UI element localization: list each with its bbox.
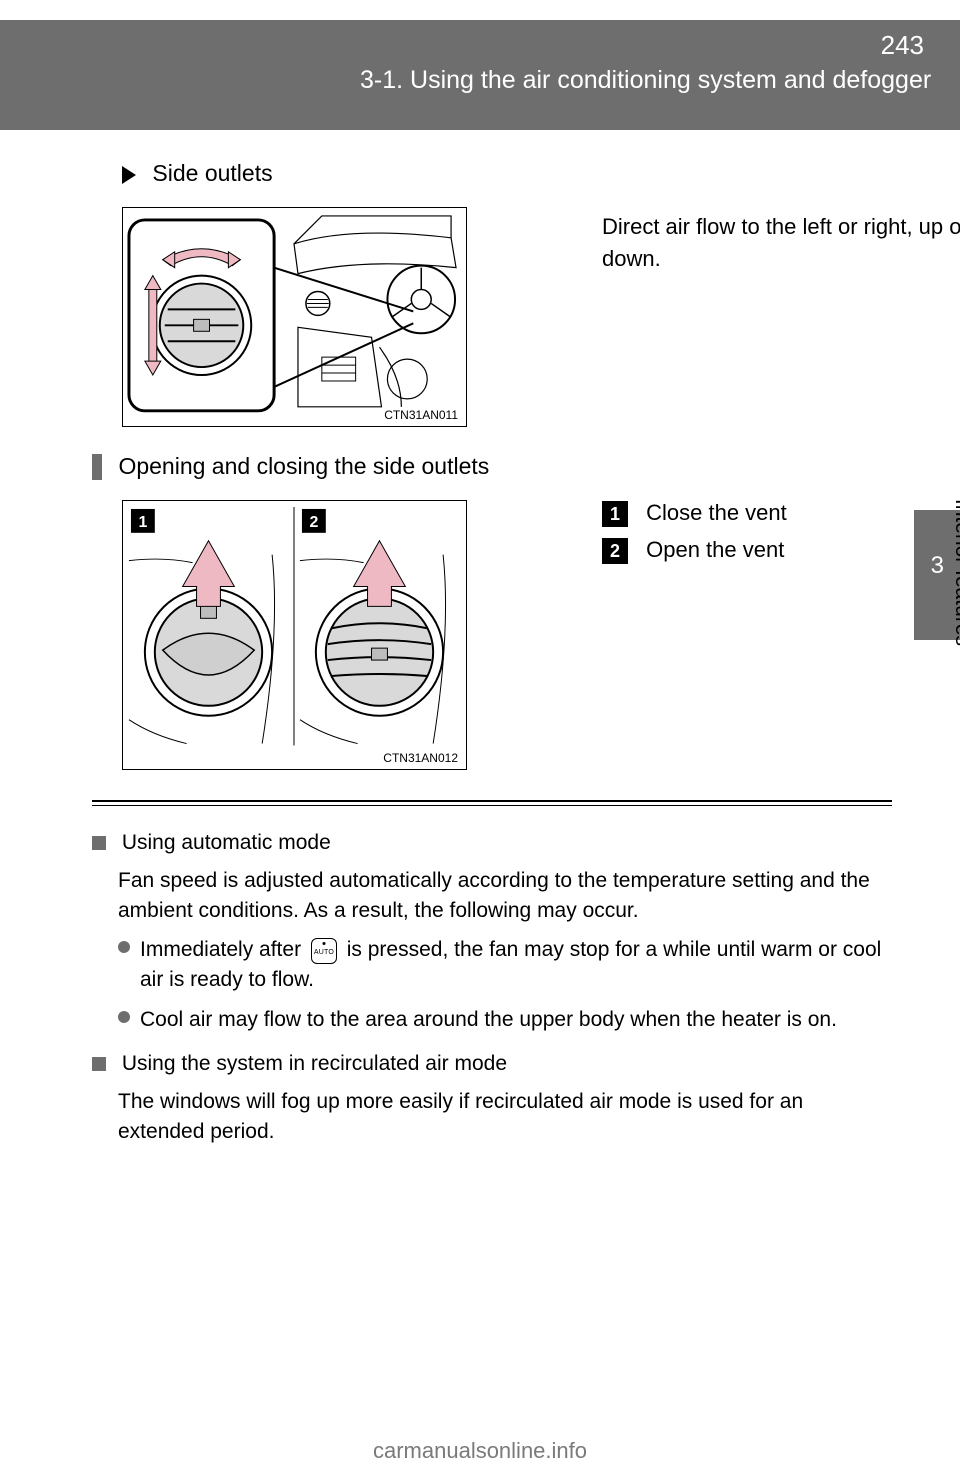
svg-text:2: 2 <box>309 514 318 531</box>
legend-num-1: 1 <box>602 501 628 527</box>
page-number: 243 <box>881 30 924 61</box>
legend-text-2: Open the vent <box>646 537 784 562</box>
note-2-body: The windows will fog up more easily if r… <box>118 1087 892 1147</box>
note-1-bullet-2-post: Cool air may flow to the area around the… <box>140 1008 837 1031</box>
subhead-open-close-text: Opening and closing the side outlets <box>118 453 489 479</box>
figure-open-close: 1 2 <box>122 500 467 770</box>
note-2-title-row: Using the system in recirculated air mod… <box>92 1049 892 1079</box>
side-chapter-label: Interior features <box>950 499 960 646</box>
svg-text:1: 1 <box>138 514 147 531</box>
subhead-side-outlets: Side outlets <box>122 160 892 187</box>
figure-open-close-svg: 1 2 <box>123 501 466 769</box>
subhead-open-close: Opening and closing the side outlets <box>92 453 892 480</box>
footer-watermark: carmanualsonline.info <box>0 1438 960 1464</box>
subhead-side-outlets-text: Side outlets <box>152 160 272 186</box>
note-recirculated: Using the system in recirculated air mod… <box>92 1049 892 1146</box>
figure-2-legend: 1 Close the vent 2 Open the vent <box>602 500 787 574</box>
note-1-bullet-1: Immediately after is pressed, the fan ma… <box>118 935 892 995</box>
legend-text-1: Close the vent <box>646 500 787 525</box>
note-1-title-row: Using automatic mode <box>92 828 892 858</box>
section-title: 3-1. Using the air conditioning system a… <box>360 66 931 95</box>
round-bullet-icon <box>118 1011 130 1023</box>
note-2-title: Using the system in recirculated air mod… <box>122 1052 507 1075</box>
square-bullet-icon <box>92 836 106 850</box>
figure-code-2: CTN31AN012 <box>381 751 460 765</box>
bar-icon <box>92 454 102 480</box>
legend-row-2: 2 Open the vent <box>602 537 787 564</box>
legend-num-2: 2 <box>602 538 628 564</box>
note-1-bullet-2-text: Cool air may flow to the area around the… <box>140 1005 892 1035</box>
divider-thin <box>92 805 892 806</box>
note-1-title: Using automatic mode <box>122 831 331 854</box>
side-chapter-number: 3 <box>931 552 944 580</box>
figure-code-1: CTN31AN011 <box>382 408 460 422</box>
figure-side-outlets: CTN31AN011 <box>122 207 467 427</box>
legend-row-1: 1 Close the vent <box>602 500 787 527</box>
note-1-bullet-1-pre: Immediately after <box>140 938 307 961</box>
note-1-body: Fan speed is adjusted automatically acco… <box>118 866 892 926</box>
note-automatic-mode: Using automatic mode Fan speed is adjust… <box>92 828 892 1035</box>
divider-thick <box>92 800 892 802</box>
figure-side-outlets-svg <box>123 208 466 427</box>
note-1-bullet-1-text: Immediately after is pressed, the fan ma… <box>140 935 892 995</box>
side-chapter-label-wrap: Interior features <box>914 646 960 906</box>
note-1-bullet-2: Cool air may flow to the area around the… <box>118 1005 892 1035</box>
round-bullet-icon <box>118 941 130 953</box>
figure-1-caption: Direct air flow to the left or right, up… <box>602 211 960 275</box>
triangle-bullet-icon <box>122 166 136 184</box>
square-bullet-icon <box>92 1057 106 1071</box>
auto-button-icon <box>311 938 337 964</box>
